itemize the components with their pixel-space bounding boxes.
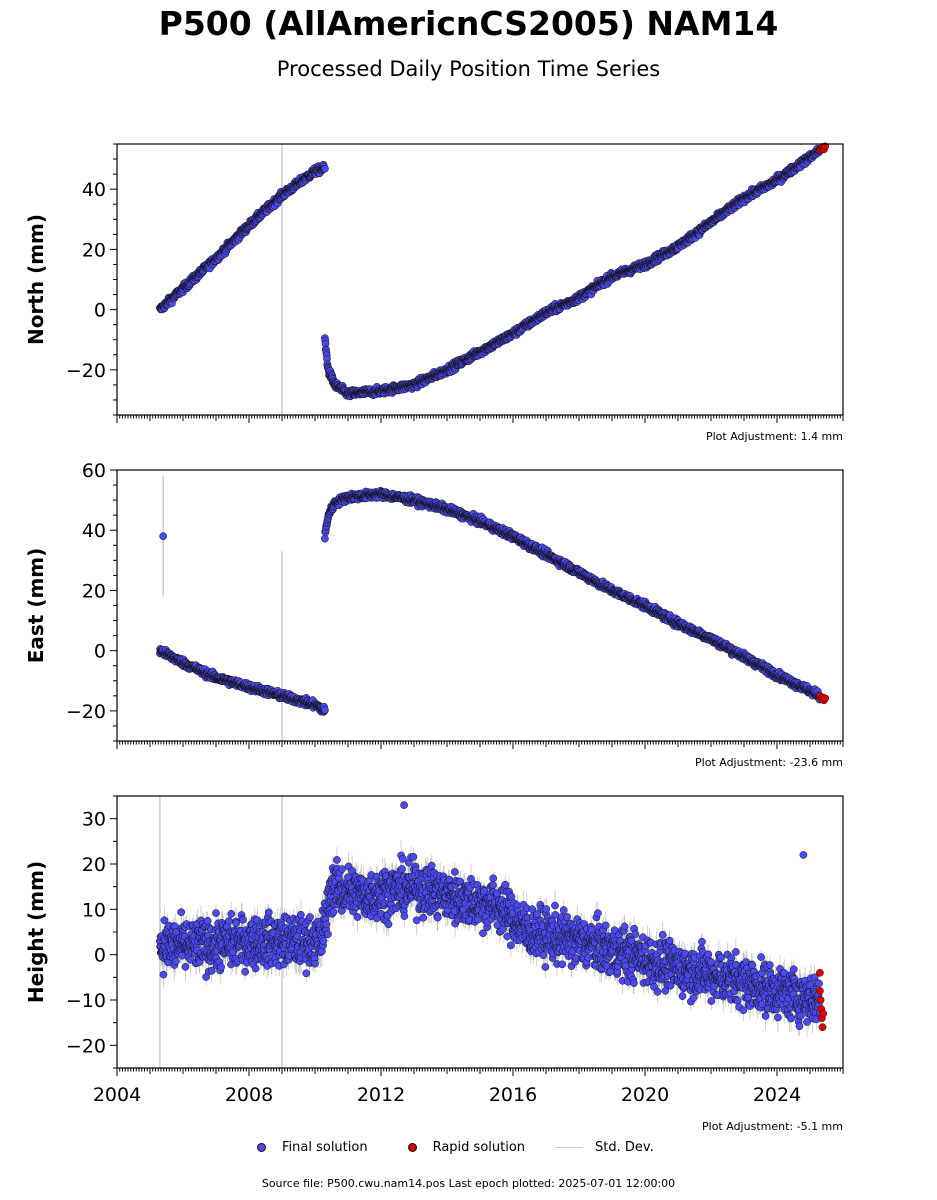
- y-tick-label: 0: [94, 641, 106, 663]
- figure-subtitle: Processed Daily Position Time Series: [276, 57, 661, 81]
- rapid-solution-point: [821, 694, 830, 703]
- y-tick-label: −20: [66, 360, 106, 382]
- panel-1: −20 0 20 40 North (mm) Plot Adjustment: 1.4 m…: [24, 142, 844, 443]
- final-solution-outlier: [159, 532, 168, 541]
- y-tick-label: −20: [66, 701, 106, 723]
- y-axis-label: North (mm): [24, 214, 48, 345]
- plot-adjustment-label: Plot Adjustment: 1.4 mm: [706, 430, 843, 443]
- y-tick-label: 0: [94, 300, 106, 322]
- final-solution-point: [321, 706, 329, 714]
- final-solution-points: [156, 144, 824, 401]
- y-tick-label: 40: [82, 520, 106, 542]
- y-tick-label: 40: [82, 179, 106, 201]
- figure-title: P500 (AllAmericnCS2005) NAM14: [158, 4, 779, 43]
- axes-frame: [116, 143, 844, 416]
- y-tick-label: 20: [82, 580, 106, 602]
- y-tick-label: 20: [82, 239, 106, 261]
- axes-frame: [116, 469, 844, 742]
- final-solution-point: [321, 164, 329, 173]
- y-tick-label: 60: [82, 460, 106, 482]
- final-solution-points: [156, 486, 824, 716]
